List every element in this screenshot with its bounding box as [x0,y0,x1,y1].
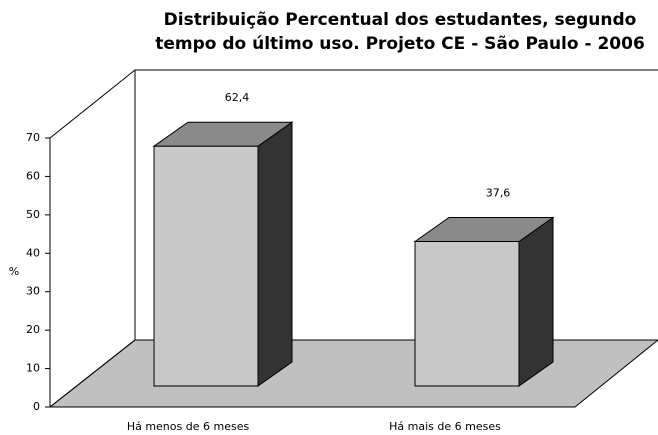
y-tick-label: 20 [26,323,40,336]
y-tick-label: 0 [33,400,40,413]
y-tick-label: 50 [26,208,40,221]
bar-front [414,241,520,387]
y-axis-label: % [9,265,19,278]
x-tick-label: Há menos de 6 meses [127,420,250,433]
y-tick-label: 10 [26,362,40,375]
y-tick-label: 40 [26,246,40,259]
bar-side [518,216,554,387]
y-tick-label: 30 [26,285,40,298]
floor-edge [49,339,136,408]
bar-front [153,145,259,387]
bar-side [257,121,293,387]
y-tick-label: 70 [26,131,40,144]
data-label: 37,6 [486,187,511,200]
chart-title: Distribuição Percentual dos estudantes, … [164,10,637,30]
chart-title: tempo do último uso. Projeto CE - São Pa… [155,34,645,54]
bar [152,121,294,387]
floor [48,339,658,408]
wall-edge [49,69,136,139]
y-tick-label: 60 [26,169,40,182]
data-label: 62,4 [225,91,250,104]
bar [413,216,555,387]
x-tick-label: Há mais de 6 meses [389,420,501,433]
